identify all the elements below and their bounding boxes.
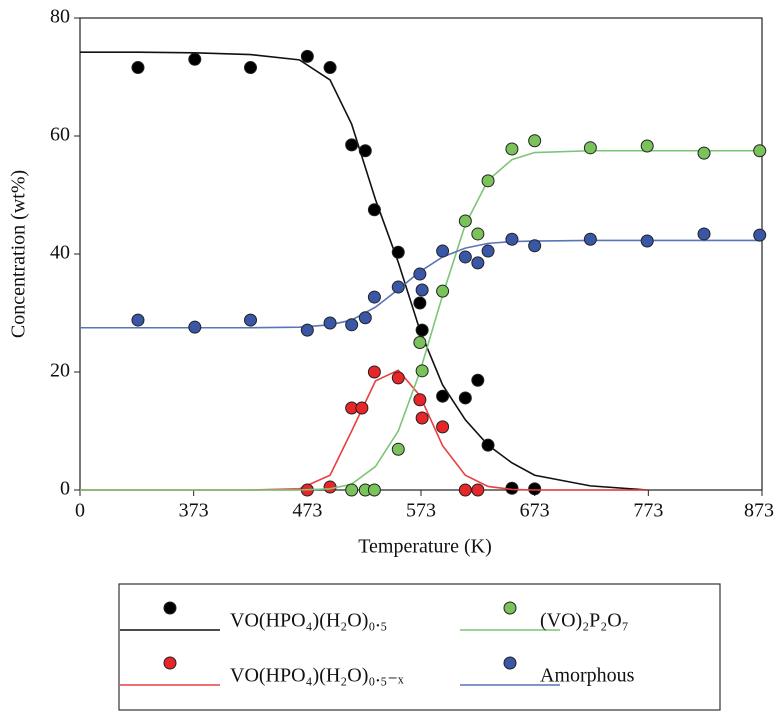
y-tick-label: 40 — [50, 242, 70, 264]
data-point — [244, 313, 257, 327]
fit-curve — [80, 149, 762, 491]
data-point — [358, 311, 372, 325]
data-point — [458, 250, 472, 264]
data-point — [436, 284, 450, 298]
legend-label: VO(HPO₄)(H₂O)₀.₅ — [230, 610, 387, 632]
data-point — [458, 214, 472, 228]
x-tick-label: 773 — [633, 500, 663, 522]
data-point — [753, 144, 767, 158]
y-tick-label: 20 — [50, 360, 70, 382]
y-tick-label: 0 — [60, 478, 70, 500]
data-point — [697, 146, 711, 160]
data-point — [471, 256, 485, 270]
data-point — [413, 296, 427, 310]
data-point — [367, 203, 381, 217]
legend-box — [118, 583, 721, 711]
x-axis-label: Temperature (K) — [358, 536, 492, 558]
data-point — [436, 244, 450, 258]
data-point — [413, 393, 427, 407]
data-point — [471, 373, 485, 387]
data-point — [458, 391, 472, 405]
data-point — [391, 245, 405, 259]
data-point — [345, 138, 359, 152]
data-point — [481, 244, 495, 258]
x-tick-label: 573 — [406, 500, 436, 522]
data-point — [528, 134, 542, 148]
x-tick-label: 0 — [75, 500, 85, 522]
data-point — [436, 389, 450, 403]
legend-marker — [503, 601, 517, 615]
data-point — [345, 483, 359, 497]
data-point — [188, 320, 202, 334]
data-point — [367, 290, 381, 304]
fit-curve — [80, 51, 648, 491]
data-point — [131, 313, 145, 327]
data-point — [640, 139, 654, 153]
data-point — [471, 483, 485, 497]
data-point — [481, 438, 495, 452]
data-point — [244, 61, 257, 75]
data-point — [640, 234, 654, 248]
legend-marker — [503, 656, 517, 670]
legend-marker — [163, 601, 177, 615]
data-point — [753, 228, 767, 242]
data-point — [300, 323, 314, 337]
data-point — [355, 401, 369, 415]
data-point — [391, 371, 405, 385]
data-point — [300, 49, 314, 63]
y-tick-label: 60 — [50, 124, 70, 146]
data-point — [367, 365, 381, 379]
x-tick-label: 473 — [292, 500, 322, 522]
data-point — [188, 52, 202, 66]
data-point — [415, 283, 429, 297]
data-point — [436, 420, 450, 434]
x-tick-label: 673 — [520, 500, 550, 522]
data-point — [413, 336, 427, 349]
data-point — [391, 280, 405, 294]
legend-marker — [163, 656, 177, 670]
data-point — [697, 227, 711, 241]
data-point — [505, 232, 519, 246]
data-point — [481, 174, 495, 188]
data-point — [505, 142, 519, 156]
data-point — [323, 316, 337, 330]
data-point — [583, 141, 597, 155]
data-point — [413, 267, 427, 281]
data-point — [323, 480, 337, 494]
y-tick-label: 80 — [50, 6, 70, 28]
data-point — [458, 483, 472, 497]
x-tick-label: 373 — [179, 500, 209, 522]
data-point — [415, 364, 429, 378]
data-point — [415, 323, 429, 337]
x-tick-label: 873 — [744, 500, 774, 522]
y-axis-label: Concentration (wt%) — [8, 170, 30, 338]
data-point — [323, 61, 337, 75]
data-point — [583, 232, 597, 246]
fit-curve — [80, 369, 648, 491]
data-point — [471, 227, 485, 241]
legend-label: VO(HPO₄)(H₂O)₀.₅₋ₓ — [230, 665, 404, 687]
data-point — [131, 61, 145, 75]
legend-label: Amorphous — [540, 665, 635, 687]
data-point — [528, 239, 542, 253]
data-point — [415, 411, 429, 425]
data-point — [528, 482, 542, 496]
legend-label: (VO)₂P₂O₇ — [540, 610, 629, 632]
data-point — [345, 318, 359, 332]
data-point — [367, 483, 381, 497]
data-point — [358, 144, 372, 158]
data-point — [391, 442, 405, 456]
